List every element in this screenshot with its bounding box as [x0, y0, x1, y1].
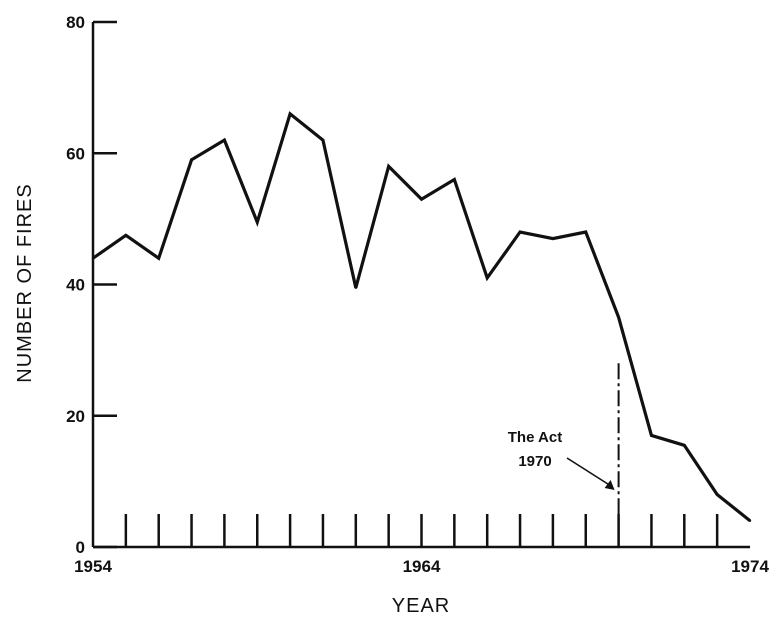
data-point	[551, 237, 555, 240]
data-point	[321, 138, 325, 142]
data-point	[748, 519, 752, 522]
y-tick-label: 60	[66, 144, 85, 163]
data-point	[486, 276, 489, 280]
data-point	[683, 444, 686, 447]
y-tick-label: 20	[66, 407, 85, 426]
data-point	[124, 234, 128, 237]
series-line	[92, 111, 751, 522]
data-point	[190, 158, 193, 162]
series-group	[91, 111, 752, 522]
x-tick-label: 1964	[403, 557, 441, 576]
annotation-arrowhead	[604, 480, 615, 490]
annotation-group: The Act 1970	[508, 363, 620, 547]
y-tick-label: 80	[66, 13, 85, 32]
data-point	[288, 112, 292, 116]
data-point	[715, 493, 719, 496]
data-point	[157, 257, 160, 260]
y-tick-label: 40	[66, 276, 85, 295]
axes	[91, 22, 750, 549]
data-point	[420, 197, 423, 201]
data-point	[354, 286, 357, 289]
data-point	[91, 257, 95, 260]
x-ticks: 1954 1964 1974	[74, 514, 769, 576]
annotation-text: 1970	[518, 453, 551, 470]
annotation-arrow	[566, 457, 614, 488]
data-point	[256, 220, 259, 224]
annotation-text: The Act	[508, 429, 562, 446]
y-ticks: 0 20 40 60 80	[66, 13, 117, 557]
data-point	[584, 230, 587, 234]
y-tick-label: 0	[76, 538, 85, 557]
data-point	[518, 230, 522, 234]
data-point	[387, 165, 390, 168]
y-axis-title: NUMBER OF FIRES	[14, 183, 36, 382]
data-point	[223, 138, 226, 142]
x-tick-label: 1954	[74, 557, 112, 576]
x-axis-title: YEAR	[392, 595, 450, 617]
data-point	[617, 316, 620, 319]
data-point	[650, 434, 653, 437]
data-point	[453, 178, 456, 181]
x-tick-label: 1974	[731, 557, 769, 576]
